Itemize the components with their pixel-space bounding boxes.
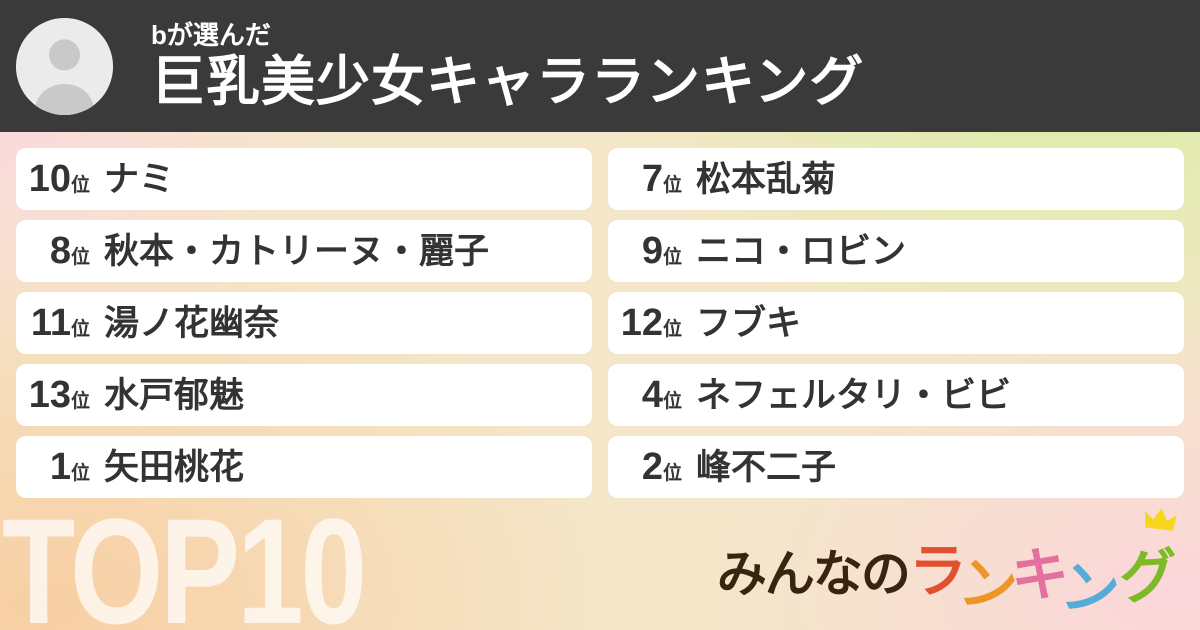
rank-suffix: 位 xyxy=(662,175,682,196)
avatar xyxy=(16,17,113,115)
rank-suffix: 位 xyxy=(662,463,682,484)
character-name: ニコ・ロビン xyxy=(696,231,907,271)
logo-char: キ xyxy=(1010,543,1069,608)
logo-colored-text: ランキング xyxy=(909,508,1177,625)
site-logo: みんなの ランキング xyxy=(716,508,1177,625)
ranking-item: 10位 ナミ xyxy=(16,148,592,210)
rank-number: 8位 xyxy=(49,230,90,272)
logo-prefix-text: みんなの xyxy=(716,546,911,602)
rank-number: 13位 xyxy=(28,374,90,416)
rank-suffix: 位 xyxy=(70,175,90,196)
rank-number: 4位 xyxy=(641,374,682,416)
rank-suffix: 位 xyxy=(662,319,682,340)
rank-suffix: 位 xyxy=(70,319,90,340)
person-icon xyxy=(16,17,113,115)
header: bが選んだ 巨乳美少女キャラランキング xyxy=(0,0,1200,132)
rank-suffix: 位 xyxy=(70,391,90,412)
ranking-item: 9位 ニコ・ロビン xyxy=(608,220,1184,282)
character-name: フブキ xyxy=(696,303,802,343)
character-name: 秋本・カトリーヌ・麗子 xyxy=(104,231,490,271)
rank-number: 9位 xyxy=(641,230,682,272)
logo-char: ン xyxy=(1056,553,1117,626)
character-name: ナミ xyxy=(104,159,175,199)
character-name: ネフェルタリ・ビビ xyxy=(696,375,1012,415)
character-name: 松本乱菊 xyxy=(696,159,837,199)
character-name: 水戸郁魅 xyxy=(104,375,245,415)
ranking-item: 13位 水戸郁魅 xyxy=(16,364,592,426)
rank-number: 2位 xyxy=(641,446,682,488)
character-name: 峰不二子 xyxy=(696,447,837,487)
ranking-item: 12位 フブキ xyxy=(608,292,1184,354)
ranking-item: 2位 峰不二子 xyxy=(608,436,1184,498)
rank-number: 7位 xyxy=(641,158,682,200)
rank-number: 10位 xyxy=(28,158,90,200)
ranking-item: 11位 湯ノ花幽奈 xyxy=(16,292,592,354)
ranking-grid: 10位 ナミ 7位 松本乱菊 8位 秋本・カトリーヌ・麗子 9位 ニコ・ロビン … xyxy=(16,148,1184,498)
rank-number: 12位 xyxy=(620,302,682,344)
rank-number: 1位 xyxy=(49,446,90,488)
rank-number: 11位 xyxy=(30,302,90,344)
logo-char: ン xyxy=(954,549,1015,622)
ranking-author: bが選んだ xyxy=(151,20,271,51)
top10-label: TOP10 xyxy=(2,487,367,630)
ranking-item: 4位 ネフェルタリ・ビビ xyxy=(608,364,1184,426)
rank-suffix: 位 xyxy=(662,391,682,412)
logo-char: グ xyxy=(1117,508,1177,616)
character-name: 矢田桃花 xyxy=(104,447,245,487)
header-text: bが選んだ 巨乳美少女キャラランキング xyxy=(151,21,864,110)
rank-suffix: 位 xyxy=(70,247,90,268)
crown-icon xyxy=(1145,508,1177,531)
character-name: 湯ノ花幽奈 xyxy=(104,303,280,343)
logo-char: ラ xyxy=(908,539,967,604)
ranking-item: 7位 松本乱菊 xyxy=(608,148,1184,210)
ranking-item: 8位 秋本・カトリーヌ・麗子 xyxy=(16,220,592,282)
rank-suffix: 位 xyxy=(70,463,90,484)
rank-suffix: 位 xyxy=(662,247,682,268)
page-title: 巨乳美少女キャラランキング xyxy=(151,51,865,112)
ranking-item: 1位 矢田桃花 xyxy=(16,436,592,498)
